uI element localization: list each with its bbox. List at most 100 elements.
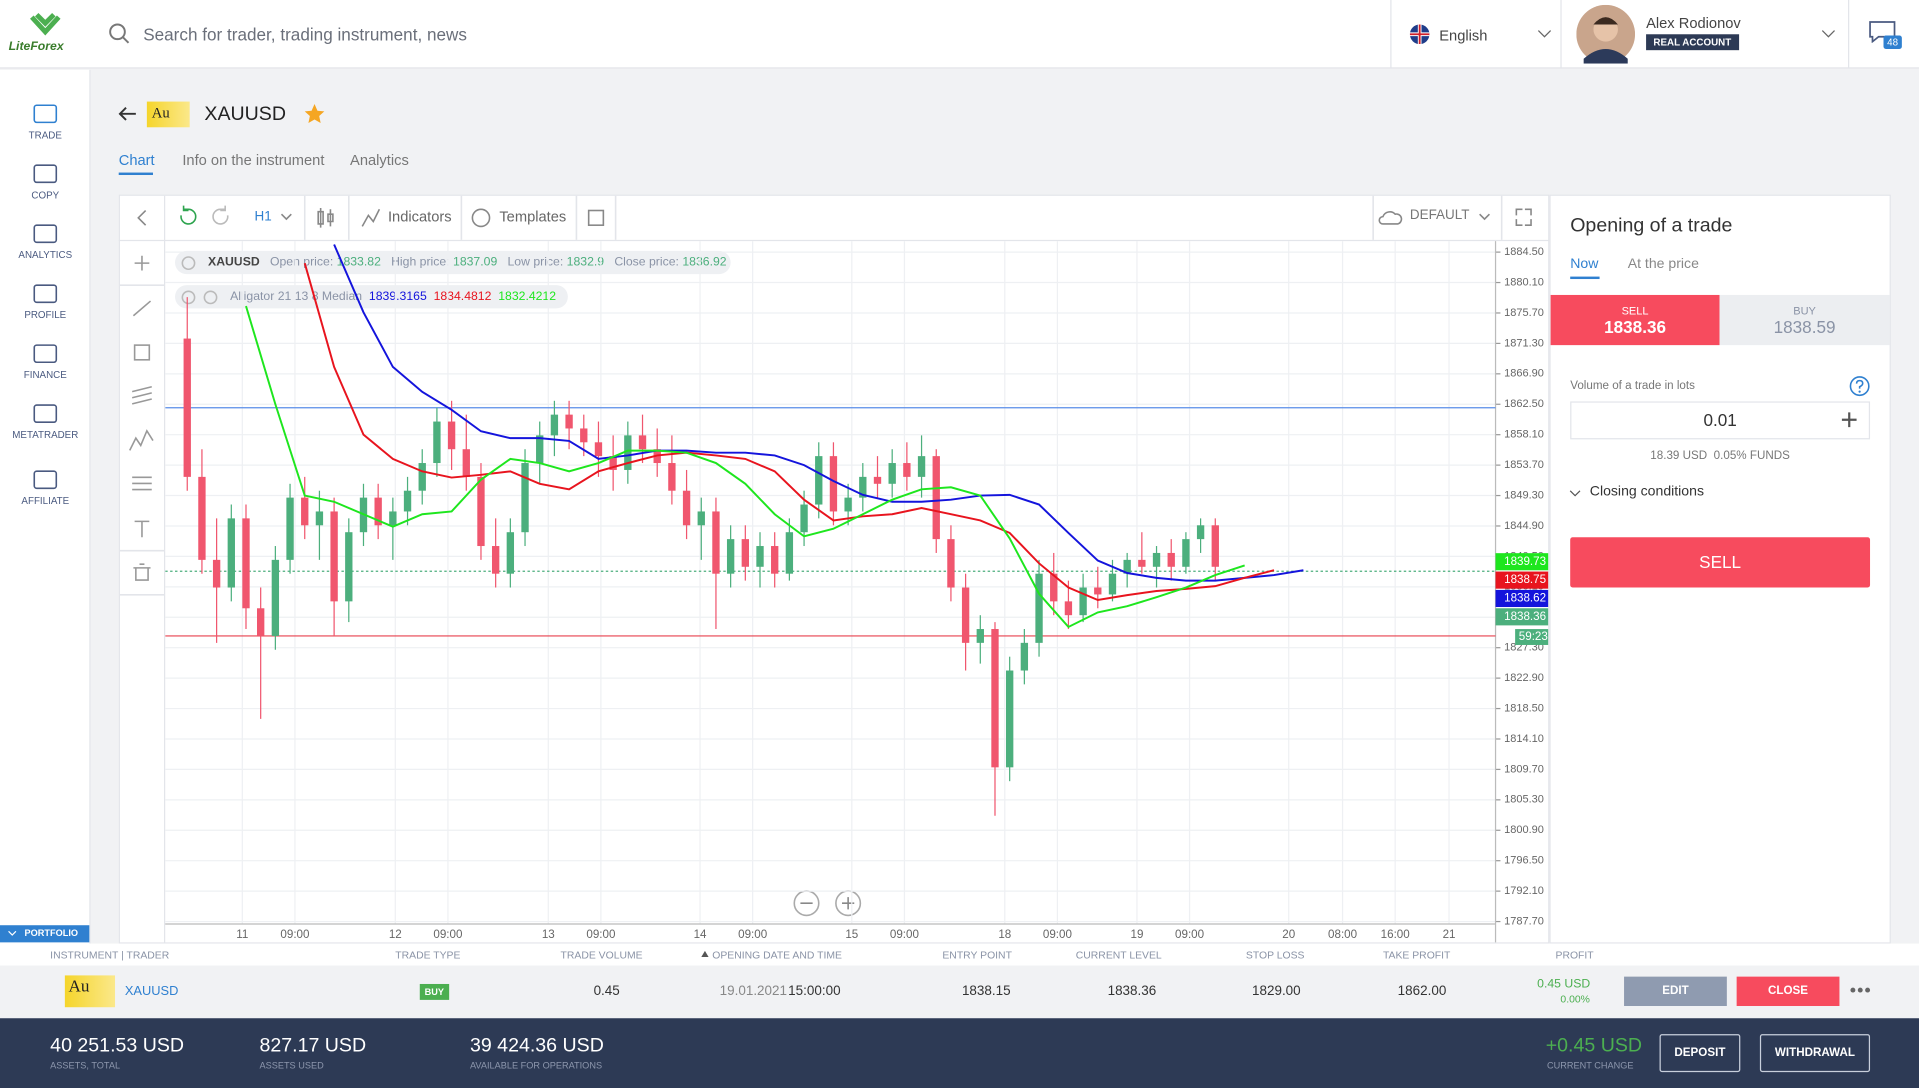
closing-conditions[interactable]: Closing conditions <box>1589 484 1705 500</box>
legend-symbol: XAUUSD <box>208 255 260 270</box>
back-arrow[interactable] <box>117 105 137 122</box>
user-name[interactable]: Alex Rodionov <box>1646 14 1741 32</box>
indicator-name: Alligator 21 13 8 Median <box>230 290 363 304</box>
divider <box>1848 0 1850 69</box>
plus-button[interactable] <box>1841 411 1858 428</box>
edit-button[interactable]: EDIT <box>1624 976 1727 1007</box>
templates-button[interactable]: Templates <box>499 208 567 226</box>
tab[interactable]: Chart <box>118 151 155 169</box>
value: 1832.4212 <box>498 290 557 304</box>
value: 1832.9 <box>566 255 605 270</box>
logo-icon <box>30 12 61 36</box>
tab[interactable]: Info on the instrument <box>182 151 325 169</box>
chevron <box>1821 30 1835 38</box>
row-entry: 1838.15 <box>961 983 1011 999</box>
margin-info: 18.39 USD 0.05% FUNDS <box>1570 449 1870 462</box>
row-current: 1838.36 <box>1107 983 1157 999</box>
value: 1833.82 <box>336 255 381 270</box>
row-stop-loss: 1829.00 <box>1251 983 1301 999</box>
tab[interactable]: Analytics <box>350 151 409 169</box>
sidebar-item[interactable]: PROFILE <box>24 309 67 321</box>
buy-label: BUY <box>1793 304 1816 317</box>
sidebar-item[interactable]: FINANCE <box>23 369 67 381</box>
volume-label: Volume of a trade in lots <box>1570 379 1695 393</box>
sidebar-item[interactable]: COPY <box>31 189 60 201</box>
tab-underline <box>118 172 153 176</box>
account-badge: REAL ACCOUNT <box>1646 34 1739 51</box>
assets-total-label: ASSETS, TOTAL <box>50 1059 121 1071</box>
sidebar-item[interactable]: AFFILIATE <box>21 495 70 507</box>
language[interactable]: English <box>1439 26 1488 45</box>
divider <box>1390 0 1392 69</box>
sidebar-item[interactable]: METATRADER <box>12 429 79 441</box>
toolbar-border <box>118 239 1550 242</box>
tools-border <box>163 195 166 944</box>
tab[interactable]: At the price <box>1627 257 1699 272</box>
instrument-icon <box>64 975 116 1008</box>
instrument-symbol: XAUUSD <box>204 104 286 125</box>
sort-icon[interactable] <box>701 950 709 958</box>
ohlc-legend: XAUUSD Open price: 1833.82 High price: 1… <box>208 256 727 269</box>
footer <box>0 1018 1919 1088</box>
buy-price: 1838.59 <box>1773 316 1836 337</box>
value: 1839.3165 <box>368 290 427 304</box>
label: Low price: <box>507 255 564 270</box>
row-profit: 0.45 USD <box>1537 977 1591 992</box>
column-header[interactable]: OPENING DATE AND TIME <box>712 948 842 961</box>
sell-button[interactable]: SELL <box>1570 537 1871 588</box>
close-button[interactable]: CLOSE <box>1736 976 1840 1007</box>
portfolio-tab[interactable] <box>0 925 90 943</box>
sell-price: 1838.36 <box>1604 316 1667 337</box>
messages-icon[interactable] <box>1869 21 1896 43</box>
flag-icon <box>1409 24 1430 45</box>
more-button[interactable] <box>1849 986 1871 993</box>
row-time: 15:00:00 <box>788 983 841 999</box>
chevron <box>1537 30 1552 38</box>
withdrawal-label: WITHDRAWAL <box>1774 1046 1856 1060</box>
label: Close price: <box>614 255 679 270</box>
favorite-star[interactable] <box>304 103 326 125</box>
edit-label: EDIT <box>1662 983 1689 998</box>
withdrawal-button[interactable]: WITHDRAWAL <box>1759 1034 1871 1073</box>
tab[interactable]: Now <box>1570 257 1599 272</box>
column-header: TAKE PROFIT <box>1382 948 1451 961</box>
label: Open price: <box>269 255 334 270</box>
assets-total: 40 251.53 USD <box>50 1035 185 1057</box>
current-change-label: CURRENT CHANGE <box>1546 1059 1634 1071</box>
row-volume: 0.45 <box>593 983 620 999</box>
row-symbol[interactable]: XAUUSD <box>124 983 179 999</box>
label: High price: <box>391 255 450 270</box>
panel-title: Opening of a trade <box>1570 215 1733 237</box>
available: 39 424.36 USD <box>469 1035 604 1057</box>
notification-badge: 48 <box>1883 35 1902 49</box>
help-icon[interactable] <box>1849 376 1870 397</box>
divider <box>1560 0 1562 69</box>
search-input[interactable]: Search for trader, trading instrument, n… <box>143 24 467 45</box>
avatar[interactable] <box>1576 4 1636 64</box>
logo-text[interactable]: LiteForex <box>8 40 64 54</box>
assets-used: 827.17 USD <box>259 1035 367 1057</box>
column-header: CURRENT LEVEL <box>1075 948 1162 961</box>
indicators-button[interactable]: Indicators <box>387 208 452 226</box>
sell-tab[interactable]: SELL 1838.36 <box>1550 294 1720 346</box>
column-header: PROFIT <box>1555 948 1594 961</box>
volume-value: 0.01 <box>1703 409 1737 430</box>
row-take-profit: 1862.00 <box>1397 983 1447 999</box>
timeframe[interactable]: H1 <box>254 209 272 224</box>
column-header: TRADE VOLUME <box>560 948 643 961</box>
close-label: CLOSE <box>1768 983 1809 998</box>
sell-button-label: SELL <box>1699 551 1742 572</box>
row-date: 19.01.2021 <box>719 983 788 999</box>
chevron <box>1569 490 1581 497</box>
portfolio-label[interactable]: PORTFOLIO <box>24 927 79 939</box>
instrument-icon <box>146 101 190 128</box>
sidebar-item[interactable]: TRADE <box>28 129 62 141</box>
buy-tab[interactable]: BUY 1838.59 <box>1719 294 1890 346</box>
column-header: ENTRY POINT <box>942 948 1012 961</box>
indicator-legend: Alligator 21 13 8 Median 1839.3165 1834.… <box>230 290 556 303</box>
volume-input[interactable]: 0.01 <box>1570 401 1871 440</box>
deposit-button[interactable]: DEPOSIT <box>1659 1034 1741 1073</box>
sidebar-item[interactable]: ANALYTICS <box>18 249 73 261</box>
layout-button[interactable]: DEFAULT <box>1409 208 1470 223</box>
